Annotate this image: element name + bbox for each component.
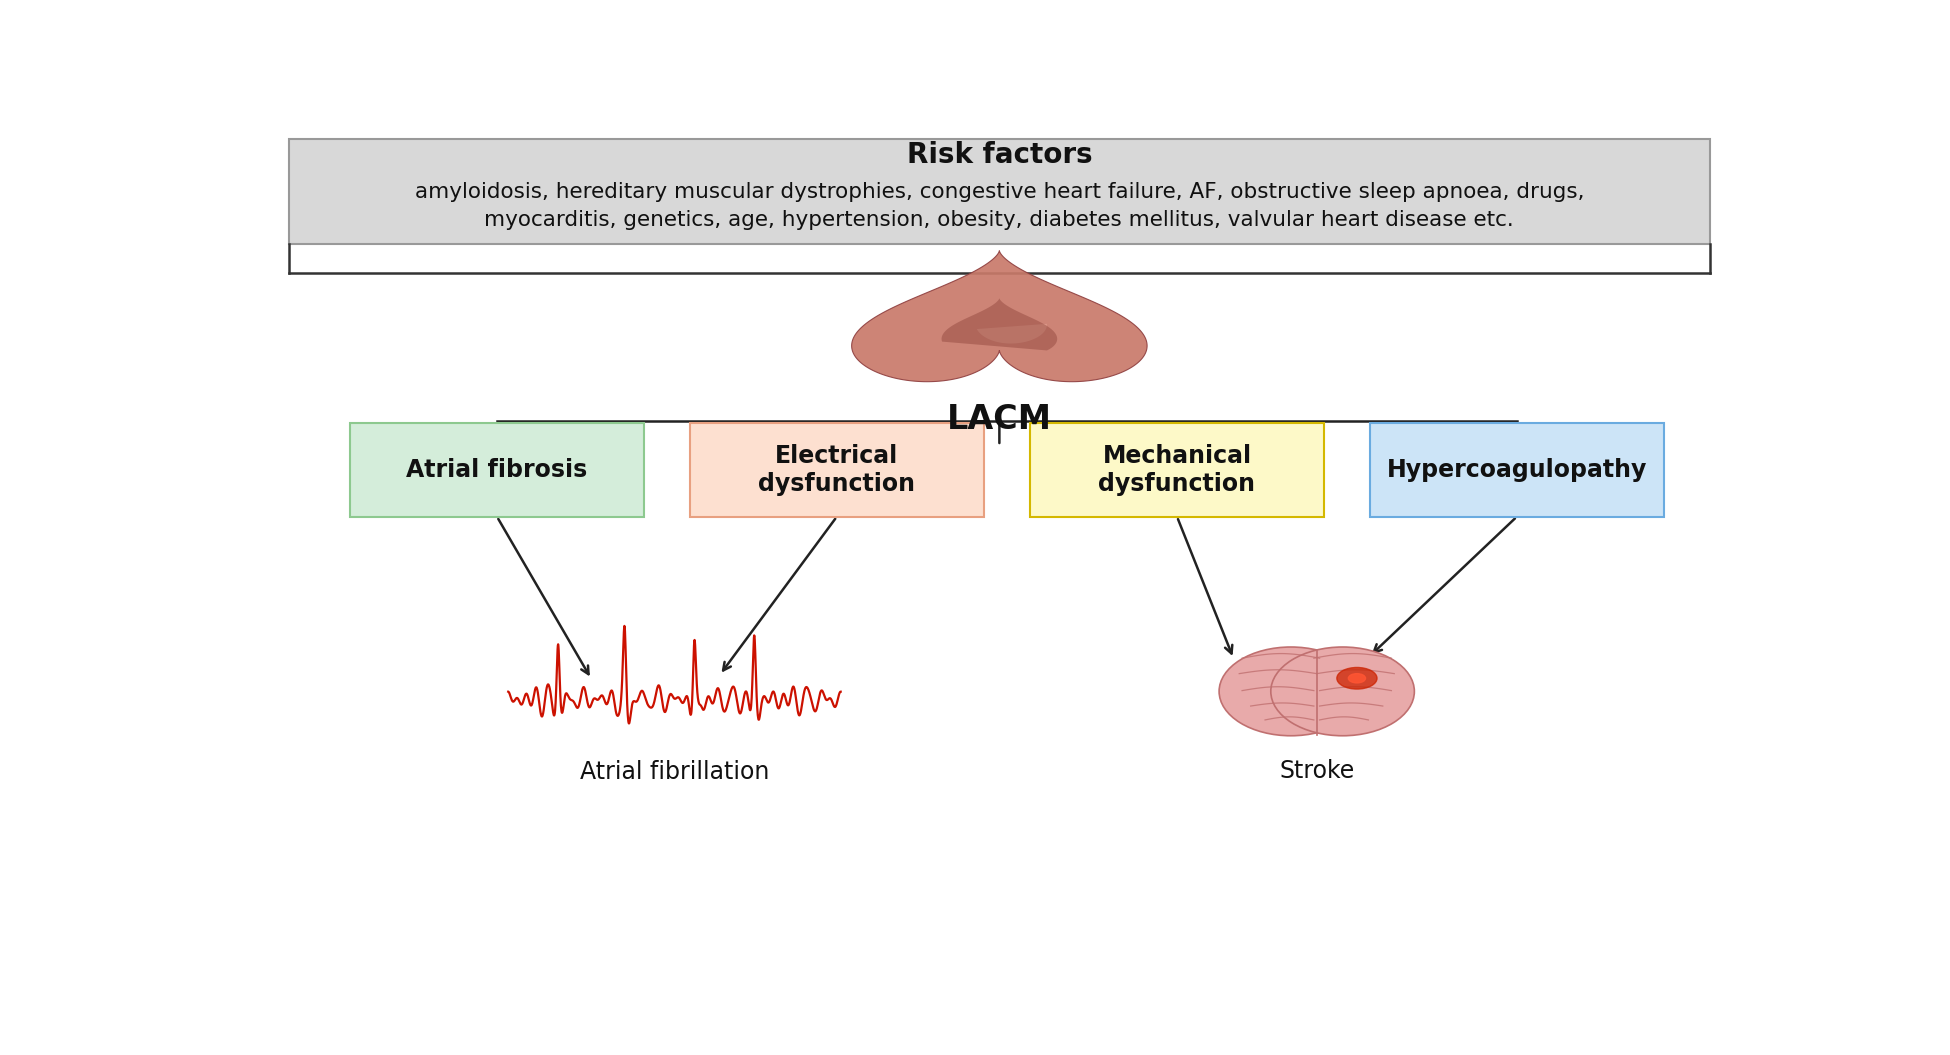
Text: Hypercoagulopathy: Hypercoagulopathy <box>1386 458 1648 482</box>
Text: Atrial fibrillation: Atrial fibrillation <box>579 761 768 784</box>
Polygon shape <box>977 324 1047 344</box>
Circle shape <box>1347 674 1365 683</box>
Polygon shape <box>942 299 1057 350</box>
Text: Atrial fibrosis: Atrial fibrosis <box>406 458 587 482</box>
Text: Electrical
dysfunction: Electrical dysfunction <box>759 444 915 496</box>
Ellipse shape <box>1271 647 1414 735</box>
FancyBboxPatch shape <box>1030 423 1324 517</box>
Text: LACM: LACM <box>948 403 1051 436</box>
FancyBboxPatch shape <box>690 423 985 517</box>
Text: Stroke: Stroke <box>1279 759 1355 783</box>
Polygon shape <box>852 251 1147 382</box>
Text: amyloidosis, hereditary muscular dystrophies, congestive heart failure, AF, obst: amyloidosis, hereditary muscular dystrop… <box>415 181 1583 202</box>
FancyBboxPatch shape <box>289 139 1710 245</box>
FancyBboxPatch shape <box>1369 423 1663 517</box>
FancyBboxPatch shape <box>349 423 644 517</box>
Ellipse shape <box>1219 647 1363 735</box>
Text: Mechanical
dysfunction: Mechanical dysfunction <box>1098 444 1256 496</box>
Circle shape <box>1338 668 1377 689</box>
Text: Risk factors: Risk factors <box>907 141 1092 169</box>
Text: myocarditis, genetics, age, hypertension, obesity, diabetes mellitus, valvular h: myocarditis, genetics, age, hypertension… <box>484 210 1515 230</box>
